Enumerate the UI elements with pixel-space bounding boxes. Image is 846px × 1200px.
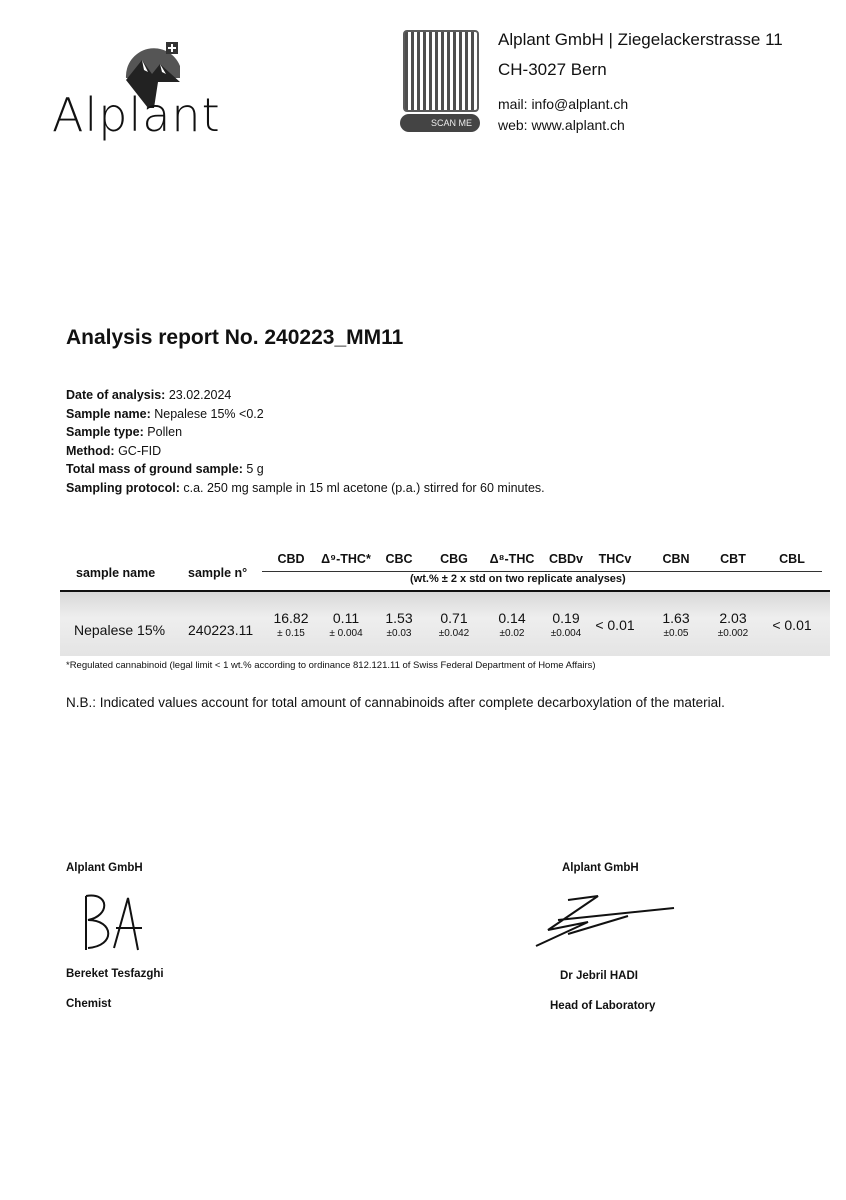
meta-method: Method: GC-FID: [66, 443, 162, 458]
signature-2: [535, 895, 675, 947]
cell-value: < 0.01: [583, 617, 647, 633]
cell-value: 0.19 ±0.004: [534, 610, 598, 639]
value: 0.71: [440, 610, 468, 626]
value: < 0.01: [772, 617, 812, 633]
meta-sample-type: Sample type: Pollen: [66, 425, 183, 439]
header-divider: [262, 571, 822, 572]
row-sample-n: 240223.11: [188, 622, 254, 638]
uncertainty: ±0.042: [438, 628, 470, 639]
header-cannabinoid: THCv: [598, 552, 632, 566]
meta-sample-name: Sample name: Nepalese 15% <0.2: [66, 406, 264, 421]
table-rule: [60, 590, 830, 593]
meta-date: Date of analysis: 23.02.2024: [66, 388, 232, 402]
cell-value: 1.63 ±0.05: [644, 610, 708, 639]
scan-me-badge: SCAN ME: [400, 114, 480, 132]
cell-value: 2.03 ±0.002: [701, 610, 765, 639]
cell-value: 0.14 ±0.02: [480, 610, 544, 639]
header-cannabinoid: CBN: [662, 552, 690, 566]
value: 0.11: [332, 610, 360, 626]
header-cannabinoid: CBC: [385, 552, 413, 566]
mail: mail: info@alplant.ch: [498, 96, 629, 112]
uncertainty: ±0.02: [499, 628, 525, 639]
table-footnote: *Regulated cannabinoid (legal limit < 1 …: [66, 660, 596, 671]
sig1-company: Alplant GmbH: [66, 862, 143, 874]
header-cannabinoid: CBL: [779, 552, 805, 566]
meta-protocol: Sampling protocol: c.a. 250 mg sample in…: [66, 480, 545, 495]
units-caption: (wt.% ± 2 x std on two replicate analyse…: [410, 573, 626, 585]
value: 0.19: [552, 610, 580, 626]
report-title: Analysis report No. 240223_MM11: [66, 326, 404, 349]
sig1-name: Bereket Tesfazghi: [66, 968, 164, 980]
company-logo-text: Alplant: [52, 88, 221, 142]
header-sample-name: sample name: [76, 566, 156, 580]
uncertainty: ±0.05: [663, 628, 689, 639]
uncertainty: ± 0.15: [277, 628, 305, 639]
value: 1.53: [385, 610, 413, 626]
header-cannabinoid: CBT: [720, 552, 746, 566]
sig2-name: Dr Jebril HADI: [560, 970, 638, 982]
value: < 0.01: [595, 617, 635, 633]
cell-value: 0.11 ± 0.004: [314, 610, 378, 639]
header-sample-n: sample n°: [188, 566, 248, 580]
alplant-mountain-logo-icon: [125, 42, 180, 108]
uncertainty: ±0.002: [717, 628, 749, 639]
value: 0.14: [498, 610, 526, 626]
header-cannabinoid: CBDv: [548, 552, 584, 566]
qr-code[interactable]: [403, 30, 479, 112]
cell-value: 0.71 ±0.042: [422, 610, 486, 639]
value: 2.03: [719, 610, 747, 626]
address-line-1: Alplant GmbH | Ziegelackerstrasse 11: [498, 30, 783, 49]
uncertainty: ±0.004: [550, 628, 582, 639]
address-line-2: CH-3027 Bern: [498, 60, 607, 79]
sig2-role: Head of Laboratory: [550, 1000, 656, 1012]
sig2-company: Alplant GmbH: [562, 862, 639, 874]
report-metadata: Date of analysis: 23.02.2024 Sample name…: [66, 386, 545, 497]
header-cannabinoid: CBD: [277, 552, 305, 566]
cell-value: 1.53 ±0.03: [367, 610, 431, 639]
header-cannabinoid: Δ⁹-THC*: [321, 552, 371, 566]
header-cannabinoid: Δ⁸-THC: [489, 552, 535, 566]
uncertainty: ±0.03: [386, 628, 412, 639]
cell-value: < 0.01: [760, 617, 824, 633]
signature-1: [85, 894, 142, 951]
header-cannabinoid: CBG: [440, 552, 468, 566]
uncertainty: ± 0.004: [329, 628, 363, 639]
sig1-role: Chemist: [66, 998, 112, 1010]
table-row: [60, 592, 830, 656]
meta-mass: Total mass of ground sample: 5 g: [66, 462, 264, 476]
value: 16.82: [273, 610, 309, 626]
value: 1.63: [662, 610, 690, 626]
note: N.B.: Indicated values account for total…: [66, 695, 725, 710]
row-sample-name: Nepalese 15%: [74, 622, 166, 638]
web: web: www.alplant.ch: [498, 117, 625, 133]
cell-value: 16.82 ± 0.15: [259, 610, 323, 639]
